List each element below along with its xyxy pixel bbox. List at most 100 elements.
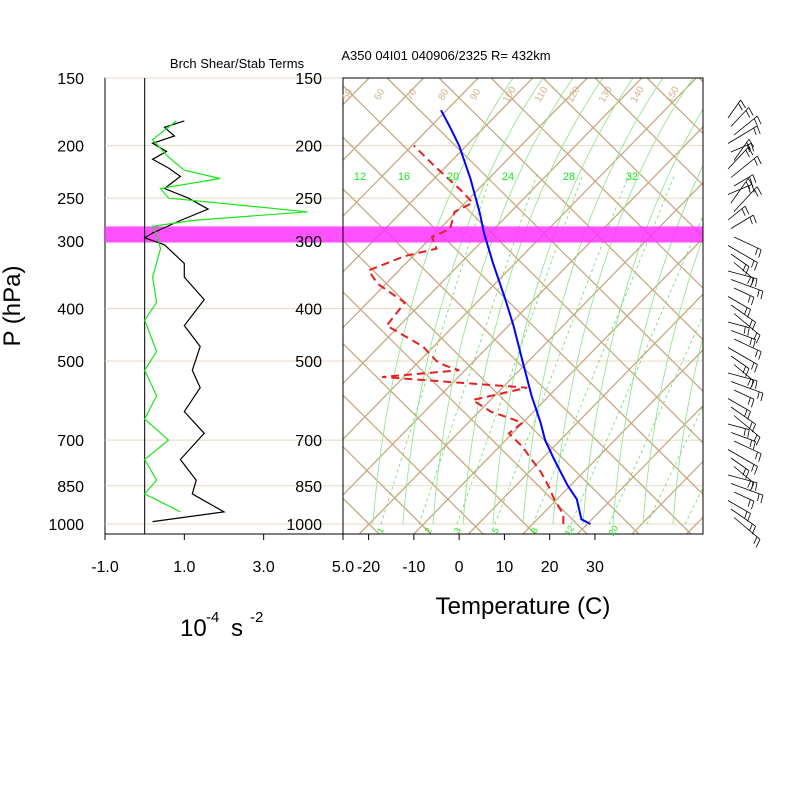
wind-barb [733, 440, 762, 462]
dry-adiabat-label: 50 [340, 87, 355, 103]
svg-text:-2: -2 [250, 609, 263, 626]
wind-barb [730, 508, 756, 535]
x-axis-title: Temperature (C) [436, 593, 611, 620]
right-x-tick-label: 0 [455, 559, 464, 576]
wind-barb [727, 449, 758, 475]
wind-barb [733, 115, 762, 136]
dry-adiabat-line [343, 342, 536, 534]
mixing-ratio-label: 20 [447, 171, 459, 183]
wind-barb [727, 372, 758, 389]
isotherm-line [343, 78, 479, 218]
left-y-tick-label: 700 [57, 433, 84, 450]
isotherm-line [413, 237, 703, 534]
wind-barb [727, 205, 750, 221]
mixing-ratio-label: 28 [563, 171, 575, 183]
skewt-series-lines [367, 109, 591, 525]
wind-barb [727, 347, 758, 373]
wind-barb [733, 313, 761, 344]
wind-barb [733, 138, 755, 161]
mixing-ratio-label: 32 [626, 171, 638, 183]
wind-barb [733, 491, 755, 510]
wind-barb [733, 174, 757, 187]
dry-adiabat-line [386, 78, 703, 393]
wind-barb [733, 287, 755, 306]
right-y-tick-label: 850 [295, 479, 322, 496]
skewt-background-grid [0, 68, 800, 534]
moist-adiabat-line [402, 78, 544, 525]
dry-adiabat-line [793, 68, 800, 534]
wind-barb [727, 474, 758, 491]
wind-barb [730, 279, 764, 300]
dry-adiabat-label: 110 [533, 85, 551, 105]
mixing-ratio-labels: 12 16 20 24 28 32 [354, 171, 638, 183]
mixing-ratio-bottom-label: 12 [563, 524, 577, 538]
mixing-ratio-bottom-label: 3 [452, 526, 463, 535]
left-highlight-band [105, 226, 343, 243]
mixing-ratio-bottom-label: 1 [375, 526, 386, 535]
right-highlight-band [343, 226, 703, 243]
dry-adiabat-label: 90 [468, 87, 483, 103]
dewpoint-line [367, 144, 565, 524]
y-axis-title: P (hPa) [0, 266, 26, 347]
mixing-ratio-label: 16 [398, 171, 410, 183]
isotherm-line [0, 78, 260, 534]
isotherm-line [522, 349, 703, 534]
right-y-tick-label: 500 [295, 354, 322, 371]
left-y-tick-label: 200 [57, 139, 84, 156]
wind-barb [730, 355, 750, 377]
moist-adiabat-line [462, 78, 604, 525]
right-y-tick-label: 400 [295, 302, 322, 319]
isotherm-line [631, 460, 703, 534]
mixing-ratio-bottom-labels: 1 2 3 5 8 12 20 [375, 524, 620, 538]
svg-text:-4: -4 [206, 609, 219, 626]
moist-adiabat-line [432, 78, 574, 525]
wind-barb [733, 466, 755, 492]
dry-adiabat-line [646, 78, 703, 135]
left-x-tick-labels: -1.0 1.0 3.0 5.0 [91, 534, 354, 576]
left-y-tick-label: 250 [57, 191, 84, 208]
right-chart-title: A350 04I01 040906/2325 R= 432km [341, 48, 550, 63]
wind-barb [733, 236, 762, 258]
mixing-ratio-line [456, 173, 584, 525]
wind-barb [727, 125, 761, 144]
mixing-ratio-bottom-label: 20 [607, 524, 621, 538]
mixing-ratio-line [608, 314, 703, 525]
isotherm-line [358, 181, 703, 534]
isotherm-line [343, 78, 643, 385]
left-y-tick-label: 150 [57, 71, 84, 88]
wind-barb [727, 183, 755, 195]
left-x-tick-label: -1.0 [91, 559, 119, 576]
dry-adiabat-label: 130 [597, 84, 615, 104]
right-x-tick-label: 10 [496, 559, 514, 576]
isotherm-line [467, 293, 703, 534]
left-x-tick-label: 3.0 [253, 559, 275, 576]
wind-barb [727, 500, 751, 522]
wind-barb [730, 381, 764, 402]
right-y-tick-label: 700 [295, 433, 322, 450]
left-x-axis-title: 10 -4 s -2 [180, 609, 263, 642]
dry-adiabat-line [0, 68, 223, 534]
mixing-ratio-label: 24 [502, 171, 514, 183]
wind-barb [730, 432, 756, 450]
right-y-tick-label: 1000 [286, 517, 322, 534]
left-y-tick-labels: 150 200 250 300 400 500 700 850 1000 [48, 71, 84, 534]
moist-adiabat-line [372, 78, 514, 525]
left-y-tick-label: 300 [57, 234, 84, 251]
mixing-ratio-bottom-label: 8 [529, 526, 540, 535]
right-y-tick-label: 200 [295, 139, 322, 156]
dry-adiabat-line [343, 394, 484, 534]
wind-barb [727, 146, 754, 170]
left-y-tick-label: 400 [57, 302, 84, 319]
wind-barb [727, 321, 750, 336]
wind-barb [730, 483, 764, 504]
left-y-tick-label: 850 [57, 479, 84, 496]
dry-adiabat-line [0, 68, 327, 534]
dry-adiabat-line [0, 68, 275, 534]
right-y-tick-labels: 150 200 250 300 400 500 700 850 1000 [286, 71, 322, 534]
right-y-tick-label: 250 [295, 191, 322, 208]
dry-adiabat-line [698, 78, 703, 83]
temperature-line [440, 109, 591, 525]
right-y-tick-label: 300 [295, 234, 322, 251]
wind-barb [733, 415, 761, 446]
